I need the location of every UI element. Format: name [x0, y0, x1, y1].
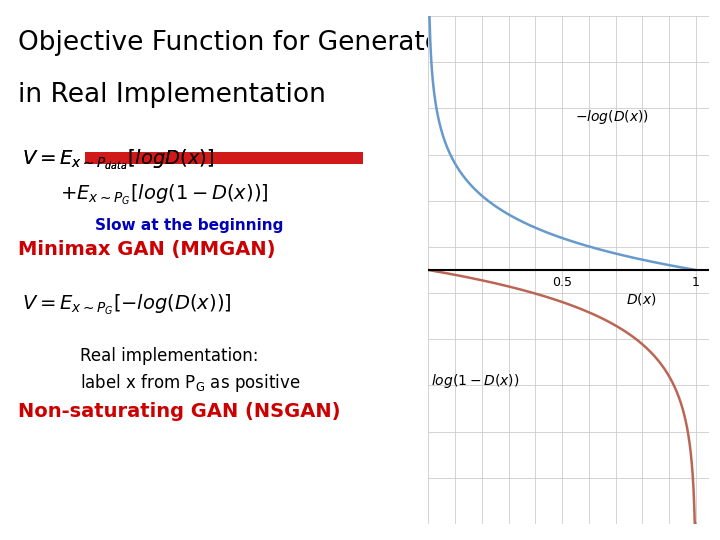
- Text: Objective Function for Generator: Objective Function for Generator: [18, 30, 452, 56]
- Text: 1: 1: [692, 275, 700, 288]
- Text: in Real Implementation: in Real Implementation: [18, 82, 326, 108]
- Text: $D(x)$: $D(x)$: [626, 291, 657, 307]
- Text: $V = E_{x\sim P_{data}}[logD(x)]$: $V = E_{x\sim P_{data}}[logD(x)]$: [22, 147, 214, 172]
- Text: $log(1-D(x))$: $log(1-D(x))$: [431, 372, 519, 389]
- Text: label x from $\mathregular{P_G}$ as positive: label x from $\mathregular{P_G}$ as posi…: [80, 372, 300, 394]
- Text: Minimax GAN (MMGAN): Minimax GAN (MMGAN): [18, 240, 276, 259]
- Bar: [85, 152, 363, 164]
- Text: $+E_{x\sim P_G}[log(1 - D(x))]$: $+E_{x\sim P_G}[log(1 - D(x))]$: [60, 182, 269, 207]
- Text: $V = E_{x\sim P_G}[-log(D(x))]$: $V = E_{x\sim P_G}[-log(D(x))]$: [22, 292, 232, 316]
- Text: $-log(D(x))$: $-log(D(x))$: [575, 109, 649, 126]
- Text: 0.5: 0.5: [552, 275, 572, 288]
- Text: Non-saturating GAN (NSGAN): Non-saturating GAN (NSGAN): [18, 402, 341, 421]
- Text: Slow at the beginning: Slow at the beginning: [95, 218, 284, 233]
- Text: $V = E_{x\sim P_{data}}[logD(x)]$: $V = E_{x\sim P_{data}}[logD(x)]$: [22, 147, 214, 172]
- Text: Real implementation:: Real implementation:: [80, 347, 258, 365]
